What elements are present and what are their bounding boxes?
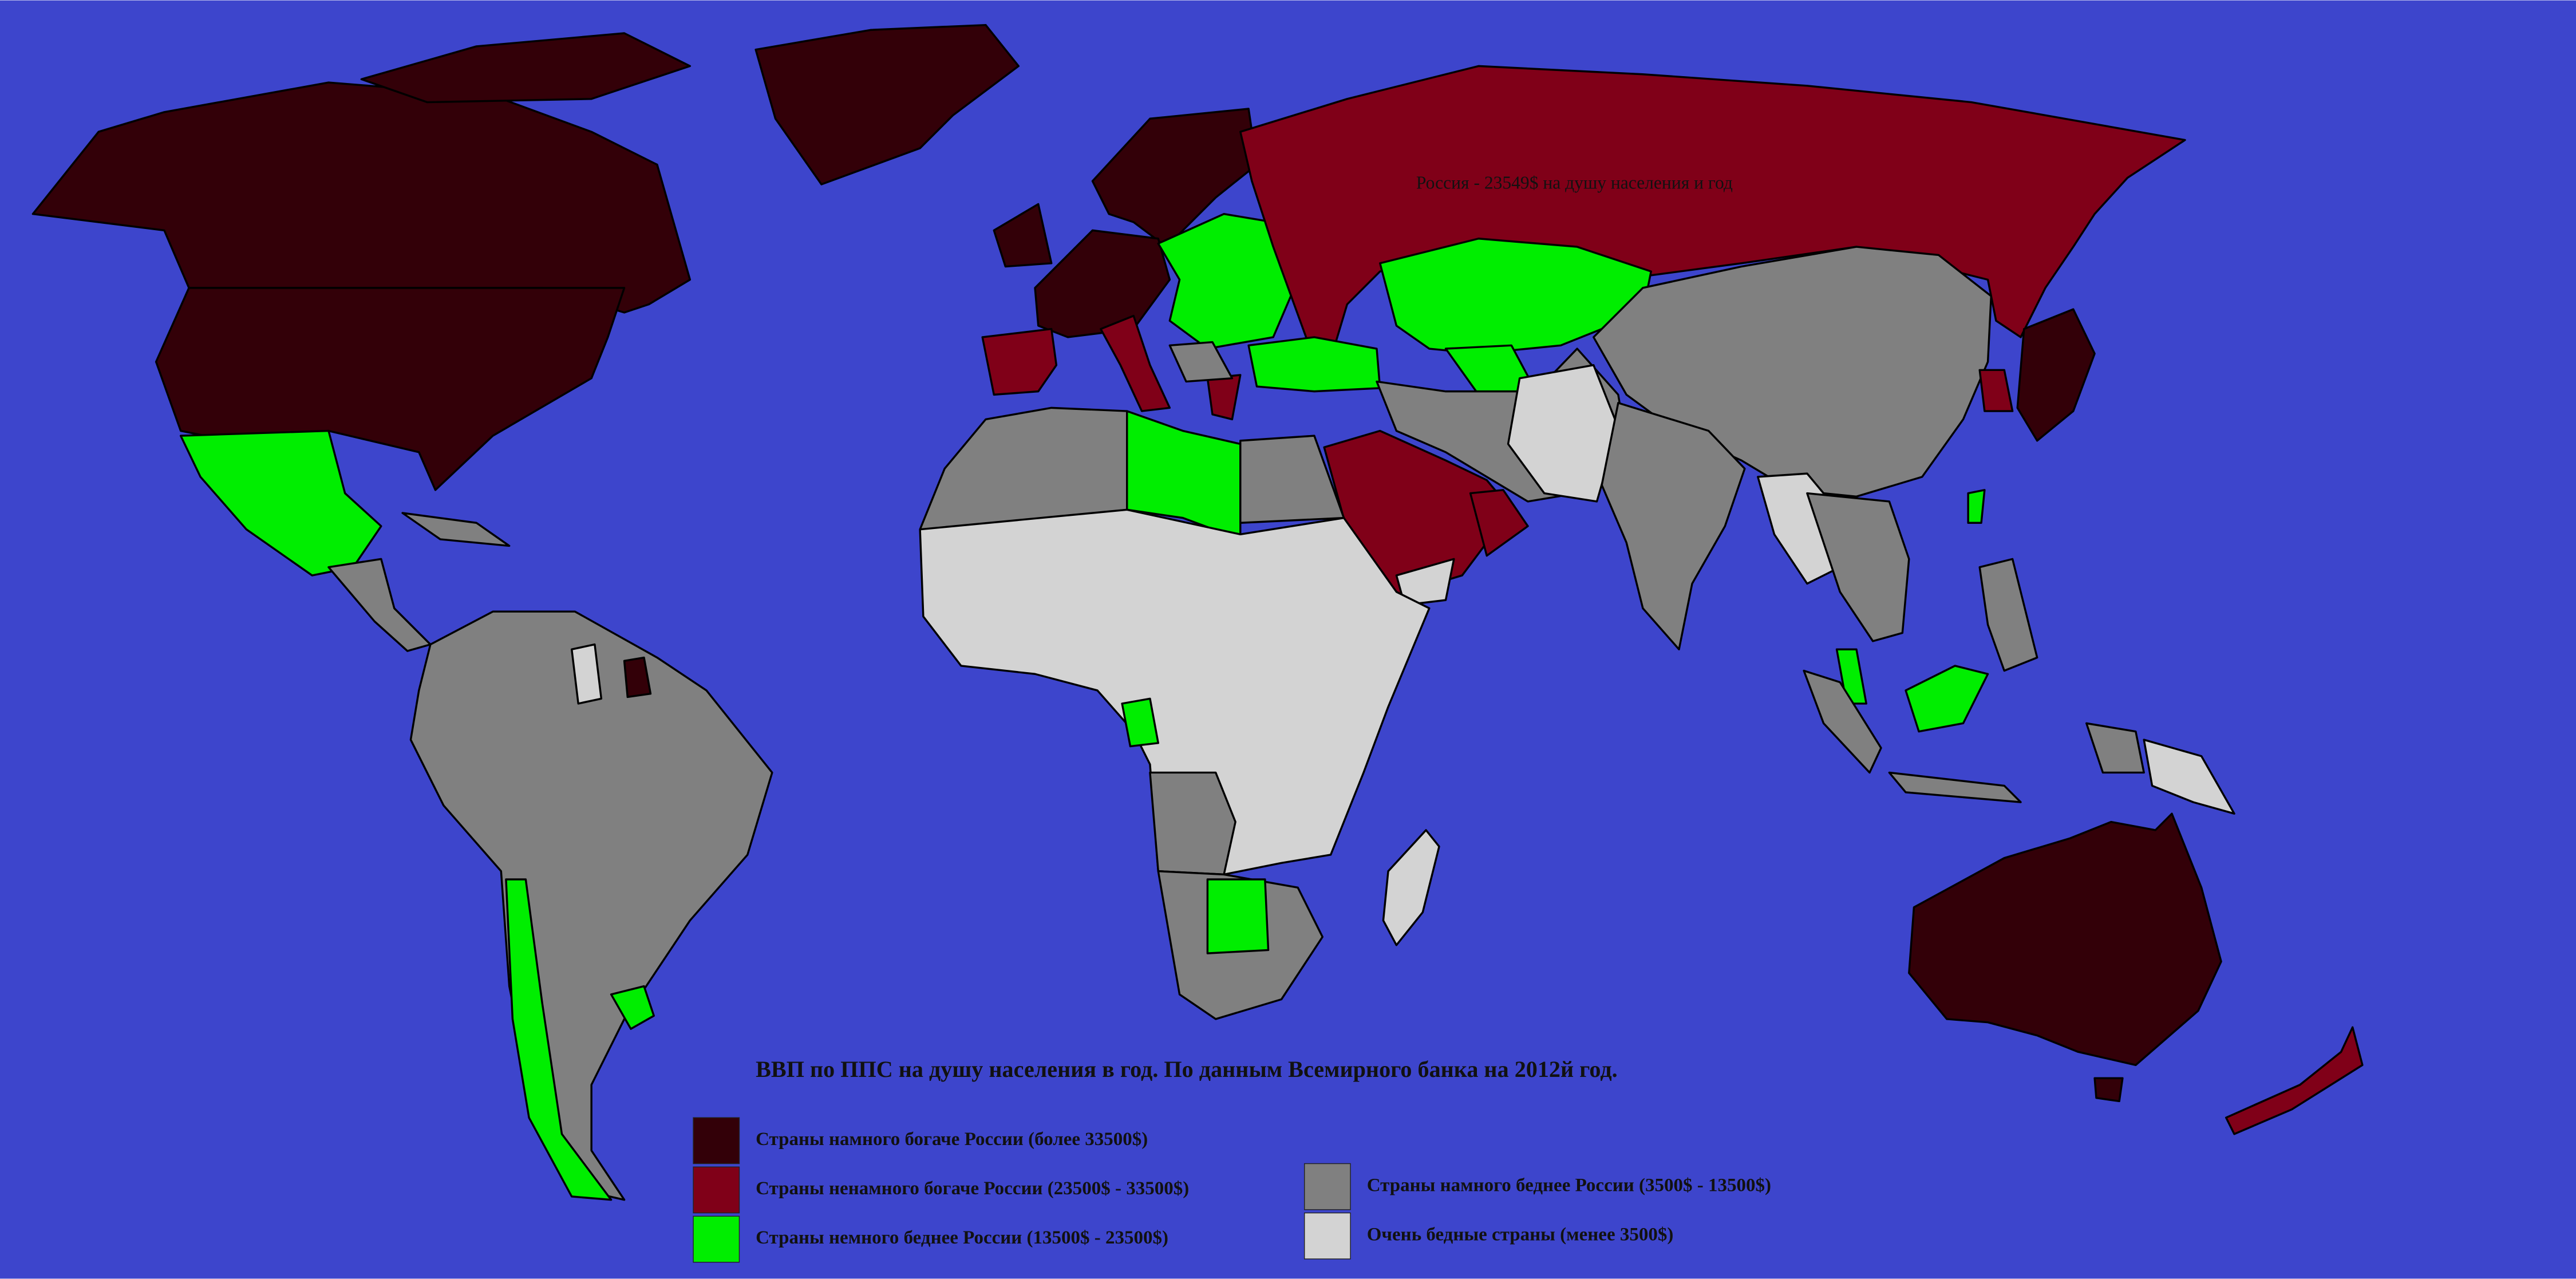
country-region <box>1100 314 1171 412</box>
country-region <box>2085 722 2145 774</box>
country-region <box>1149 771 1236 876</box>
country-region <box>1888 771 2022 803</box>
country-region <box>1206 878 1270 954</box>
legend-label: Страны намного богаче России (более 3350… <box>756 1129 1148 1150</box>
country-region <box>919 508 1431 876</box>
country-region <box>571 643 603 705</box>
country-region <box>1905 665 1989 733</box>
map-title: ВВП по ППС на душу населения в год. По д… <box>756 1056 1618 1082</box>
country-region <box>409 610 773 1201</box>
country-region <box>1168 341 1234 383</box>
country-region <box>623 656 652 698</box>
country-region <box>1601 402 1746 650</box>
legend-swatch <box>693 1215 740 1263</box>
legend-swatch <box>1303 1212 1351 1260</box>
country-region <box>2225 1026 2364 1135</box>
country-region <box>1121 697 1159 748</box>
country-region <box>2143 739 2235 815</box>
country-region <box>401 512 511 547</box>
country-region <box>2093 1077 2124 1103</box>
legend-label: Страны намного беднее России (3500$ - 13… <box>1367 1175 1771 1195</box>
country-region <box>610 985 655 1030</box>
country-region <box>1507 364 1619 503</box>
country-region <box>2016 308 2096 442</box>
country-region <box>1247 336 1381 393</box>
country-region <box>1978 558 2038 672</box>
russia-annotation: Россия - 23549$ на душу населения и год <box>1416 172 1733 192</box>
country-region <box>505 878 613 1201</box>
country-region <box>360 32 692 104</box>
country-region <box>981 327 1058 396</box>
country-region <box>1806 492 1910 642</box>
legend-swatch <box>693 1117 740 1164</box>
country-region <box>1034 229 1171 338</box>
country-region <box>993 203 1053 268</box>
country-region <box>1469 489 1529 557</box>
country-region <box>1091 108 1258 248</box>
legend: Страны намного богаче России (более 3350… <box>693 1117 1771 1263</box>
legend-label: Страны немного беднее России (13500$ - 2… <box>756 1227 1168 1248</box>
country-region <box>1803 669 1882 774</box>
country-region <box>754 23 1020 185</box>
country-region <box>1978 369 2014 412</box>
country-region <box>1157 212 1299 350</box>
country-region <box>1908 812 2222 1067</box>
legend-swatch <box>693 1166 740 1214</box>
country-region <box>1382 829 1440 946</box>
country-region <box>1967 489 1986 524</box>
world-map <box>31 23 2364 1201</box>
legend-label: Очень бедные страны (менее 3500$) <box>1367 1224 1674 1245</box>
legend-label: Страны ненамного богаче России (23500$ -… <box>756 1178 1189 1199</box>
legend-swatch <box>1303 1163 1351 1210</box>
